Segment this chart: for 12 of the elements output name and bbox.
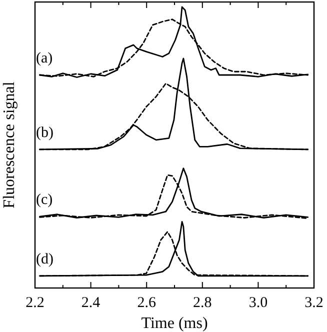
x-tick-label: 2.2 — [26, 295, 44, 311]
x-tick-label: 2.8 — [193, 295, 212, 311]
annotation: (c) — [36, 192, 53, 208]
annotation: (b) — [36, 124, 54, 141]
annotation: (d) — [36, 251, 54, 268]
x-tick-label: 3.2 — [304, 295, 324, 311]
x-tick-label: 2.6 — [137, 295, 156, 311]
x-axis-title: Time (ms) — [141, 315, 208, 332]
x-tick-label: 2.4 — [81, 295, 101, 311]
annotation: (a) — [36, 50, 53, 66]
x-tick-label: 3.0 — [248, 295, 268, 311]
y-axis-title: Fluorescence signal — [1, 81, 18, 208]
